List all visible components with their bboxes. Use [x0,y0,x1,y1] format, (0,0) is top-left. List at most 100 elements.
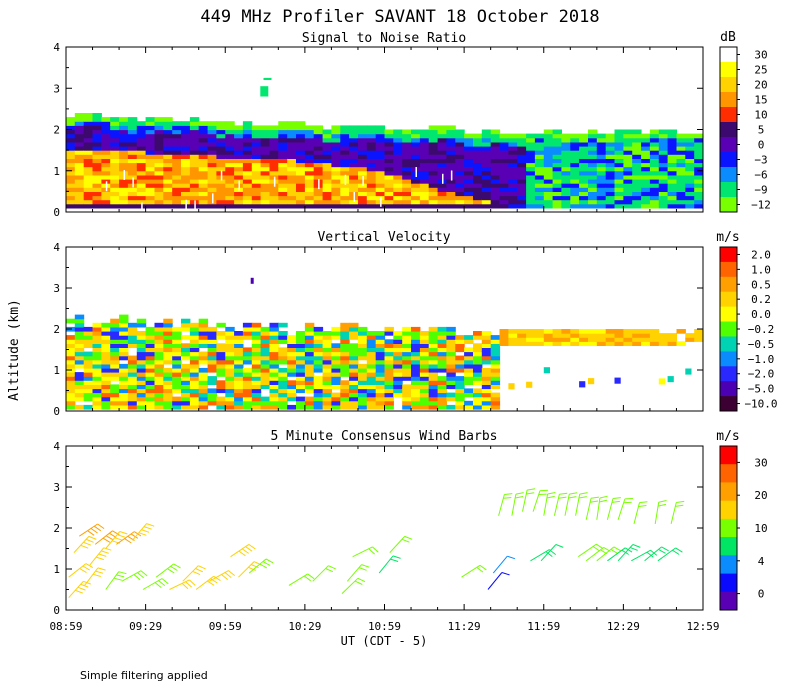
snr-cell [667,150,677,155]
velocity-cell [198,396,209,402]
footnote: Simple filtering applied [80,669,208,682]
snr-cell [641,170,651,176]
snr-cell [464,141,474,147]
snr-cell [464,203,474,209]
snr-cell [110,154,120,159]
snr-cell [481,146,492,151]
velocity-cell [225,396,235,402]
snr-cell [145,170,155,176]
velocity-cell [101,335,111,340]
velocity-cell [136,343,147,348]
velocity-cell [490,367,501,373]
wind-barb [578,543,604,558]
velocity-cell [154,372,164,377]
snr-cell [304,203,315,209]
velocity-cell [331,392,341,398]
snr-cell [649,187,660,192]
snr-cell [464,137,474,143]
snr-cell [596,195,607,201]
velocity-cell [242,331,253,336]
velocity-cell [358,392,368,398]
y-tick-label: 2 [53,522,60,535]
velocity-cell [481,372,492,377]
snr-cell [304,162,315,168]
snr-cell [437,133,447,139]
plot-frame [65,445,704,611]
snr-cell [110,158,120,164]
velocity-cell [428,396,439,402]
snr-cell [145,195,155,201]
snr-cell [561,162,571,168]
velocity-cell [446,347,456,353]
snr-cell [260,141,270,147]
snr-cell [74,162,85,168]
snr-cell [570,179,580,184]
snr-cell [260,133,270,139]
snr-cell [136,162,147,168]
snr-cell [605,141,616,147]
velocity-cell [614,341,624,346]
snr-cell [473,191,483,197]
snr-cell [198,199,209,205]
wind-barb [585,546,611,562]
velocity-cell [641,333,651,338]
snr-cell [570,174,580,180]
velocity-cell [658,341,669,346]
velocity-cell [198,372,209,377]
velocity-cell [154,404,164,410]
velocity-cell [313,376,324,381]
velocity-cell [517,333,527,338]
velocity-cell [269,388,279,394]
y-tick-label: 3 [53,82,60,95]
snr-cell [92,203,102,209]
snr-cell [163,203,173,209]
colorbar-swatch [720,555,737,574]
snr-cell [172,187,182,192]
velocity-cell [287,335,297,340]
velocity-cell [216,322,226,328]
velocity-cell [428,388,439,394]
velocity-cell [384,392,394,398]
velocity-cell [455,396,465,402]
velocity-cell [419,388,430,394]
velocity-cell [136,339,147,344]
snr-cell [358,187,368,192]
snr-cell [570,141,580,147]
velocity-cell [154,400,164,406]
snr-cell [322,203,332,209]
velocity-cell [110,331,120,336]
snr-cell [552,183,562,188]
velocity-cell [322,367,332,373]
velocity-cell [163,335,173,340]
velocity-cell [287,351,297,357]
velocity-cell [181,318,191,324]
velocity-cell [154,335,164,340]
snr-cell [66,146,76,151]
velocity-cell [473,355,483,361]
snr-cell [127,133,138,139]
velocity-cell [340,347,350,353]
wind-barb [670,500,685,525]
velocity-cell [304,400,315,406]
snr-cell [119,154,129,159]
y-tick-label: 1 [53,165,60,178]
snr-cell [198,174,209,180]
velocity-cell [234,404,244,410]
velocity-cell [490,380,501,385]
velocity-cell [455,367,465,373]
colorbar-swatch [720,381,737,397]
snr-cell [127,187,138,192]
snr-cell [74,125,85,131]
velocity-cell [127,331,138,336]
snr-cell [596,137,607,143]
velocity-cell [464,380,474,385]
wind-barb [389,535,413,553]
snr-cell [446,154,456,159]
velocity-cell [251,351,262,357]
snr-cell [561,170,571,176]
snr-cell [92,133,102,139]
velocity-cell [74,372,85,377]
velocity-cell [322,347,332,353]
snr-cell [490,146,501,151]
